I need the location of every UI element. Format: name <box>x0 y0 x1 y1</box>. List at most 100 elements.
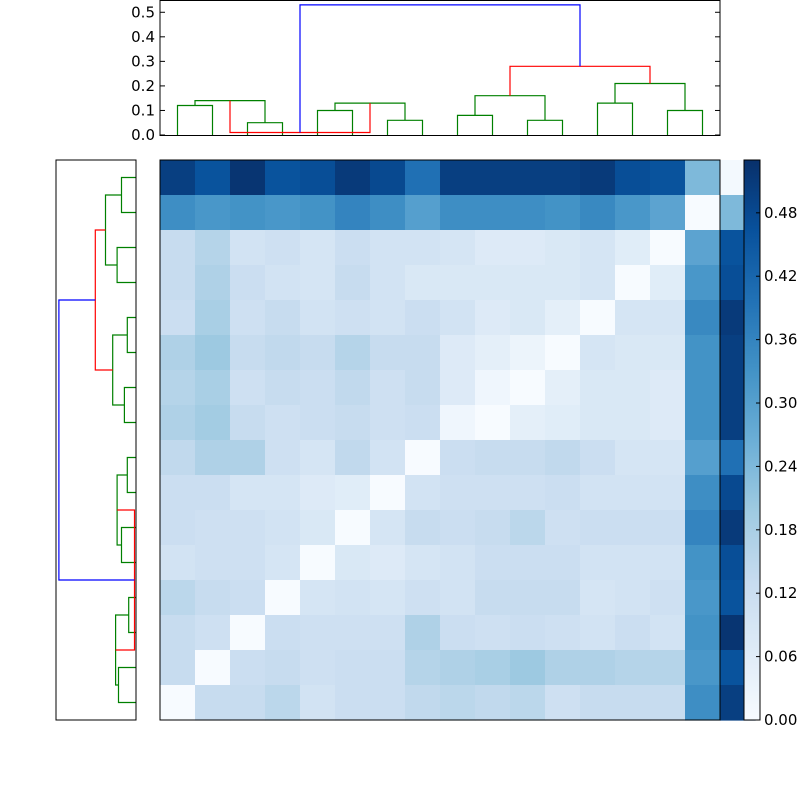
heatmap-cell <box>335 230 371 266</box>
heatmap-cell <box>405 685 441 721</box>
heatmap-cell <box>230 230 266 266</box>
heatmap-cell <box>510 685 546 721</box>
heatmap-cell <box>335 160 371 196</box>
heatmap-cell <box>475 615 511 651</box>
heatmap-cell <box>615 685 651 721</box>
heatmap-cell <box>370 195 406 231</box>
heatmap-cell <box>545 405 581 441</box>
heatmap-cell <box>335 370 371 406</box>
heatmap-cell <box>405 650 441 686</box>
heatmap-cell <box>405 370 441 406</box>
heatmap-cell <box>615 335 651 371</box>
heatmap-cell <box>160 195 196 231</box>
heatmap-cell <box>230 405 266 441</box>
heatmap-cell <box>300 405 336 441</box>
heatmap-cell <box>650 440 686 476</box>
heatmap-cell <box>650 545 686 581</box>
heatmap-cell <box>370 475 406 511</box>
heatmap-cell <box>300 685 336 721</box>
heatmap-cell <box>300 440 336 476</box>
heatmap-cell <box>580 475 616 511</box>
colorbar-tick-label: 0.18 <box>764 521 797 539</box>
heatmap-cell <box>685 545 721 581</box>
heatmap-cell <box>580 650 616 686</box>
heatmap-cell <box>685 475 721 511</box>
heatmap-cell <box>265 230 301 266</box>
heatmap-cell <box>265 615 301 651</box>
heatmap-cell <box>615 580 651 616</box>
heatmap-cell <box>440 510 476 546</box>
heatmap-cell <box>475 160 511 196</box>
heatmap-cell <box>160 300 196 336</box>
axes-frames: 0.0 0.1 0.2 0.3 0.4 0.5 0.00 0.06 0.12 0.18 0.24 0.… <box>55 0 797 729</box>
colorbar-tick-label: 0.12 <box>764 584 797 602</box>
heatmap-cell <box>370 650 406 686</box>
heatmap-cell <box>405 195 441 231</box>
top-dendrogram-link <box>386 119 424 135</box>
heatmap-cell <box>685 335 721 371</box>
heatmap-cell <box>475 405 511 441</box>
heatmap-cell <box>475 265 511 301</box>
heatmap-cell <box>300 195 336 231</box>
heatmap-cell <box>405 615 441 651</box>
top-dendrogram-tick-label: 0.5 <box>131 3 155 21</box>
heatmap-cell <box>475 475 511 511</box>
top-dendrogram-link <box>176 104 214 135</box>
heatmap-cell <box>545 195 581 231</box>
heatmap-cell <box>475 650 511 686</box>
heatmap-cell <box>510 405 546 441</box>
heatmap-cell <box>440 335 476 371</box>
heatmap-cell <box>265 335 301 371</box>
heatmap-cell <box>405 405 441 441</box>
heatmap-cell <box>335 335 371 371</box>
heatmap-cell <box>265 370 301 406</box>
heatmap-cell <box>475 370 511 406</box>
heatmap-cell <box>615 300 651 336</box>
heatmap-cell <box>405 265 441 301</box>
heatmap-cell <box>160 405 196 441</box>
top-dendrogram-link <box>456 114 494 135</box>
left-dendrogram-link <box>112 334 128 406</box>
heatmap-cell <box>510 475 546 511</box>
heatmap-cell <box>230 685 266 721</box>
heatmap-cell <box>195 475 231 511</box>
heatmap-cell <box>510 335 546 371</box>
colorbar-tick-label: 0.00 <box>764 711 797 729</box>
heatmap-cell <box>545 545 581 581</box>
top-dendrogram-link <box>246 122 284 135</box>
heatmap-cell <box>335 580 371 616</box>
heatmap-cell <box>510 650 546 686</box>
heatmap-cell <box>160 160 196 196</box>
heatmap-cell <box>195 370 231 406</box>
heatmap-cell <box>160 230 196 266</box>
heatmap-cell <box>580 440 616 476</box>
heatmap <box>160 160 756 721</box>
heatmap-cell <box>195 195 231 231</box>
heatmap-cell <box>475 580 511 616</box>
top-dendrogram-frame <box>159 0 721 136</box>
heatmap-cell <box>370 230 406 266</box>
heatmap-cell <box>510 580 546 616</box>
heatmap-cell <box>265 440 301 476</box>
heatmap-cell <box>650 300 686 336</box>
heatmap-cell <box>335 440 371 476</box>
heatmap-cell <box>650 510 686 546</box>
heatmap-cell <box>510 160 546 196</box>
heatmap-cell <box>265 300 301 336</box>
top-dendrogram-link <box>614 82 686 111</box>
colorbar-tick-label: 0.48 <box>764 204 797 222</box>
heatmap-cell <box>615 545 651 581</box>
top-dendrogram-link <box>526 119 564 135</box>
heatmap-cell <box>580 405 616 441</box>
left-dendrogram-link <box>117 666 136 704</box>
heatmap-cell <box>195 510 231 546</box>
heatmap-cell <box>685 405 721 441</box>
heatmap-cell <box>195 440 231 476</box>
left-dendrogram-link <box>120 176 136 214</box>
heatmap-cell <box>650 195 686 231</box>
heatmap-cell <box>440 440 476 476</box>
heatmap-cell <box>615 650 651 686</box>
heatmap-cell <box>615 405 651 441</box>
heatmap-cell <box>230 475 266 511</box>
heatmap-cell <box>160 440 196 476</box>
